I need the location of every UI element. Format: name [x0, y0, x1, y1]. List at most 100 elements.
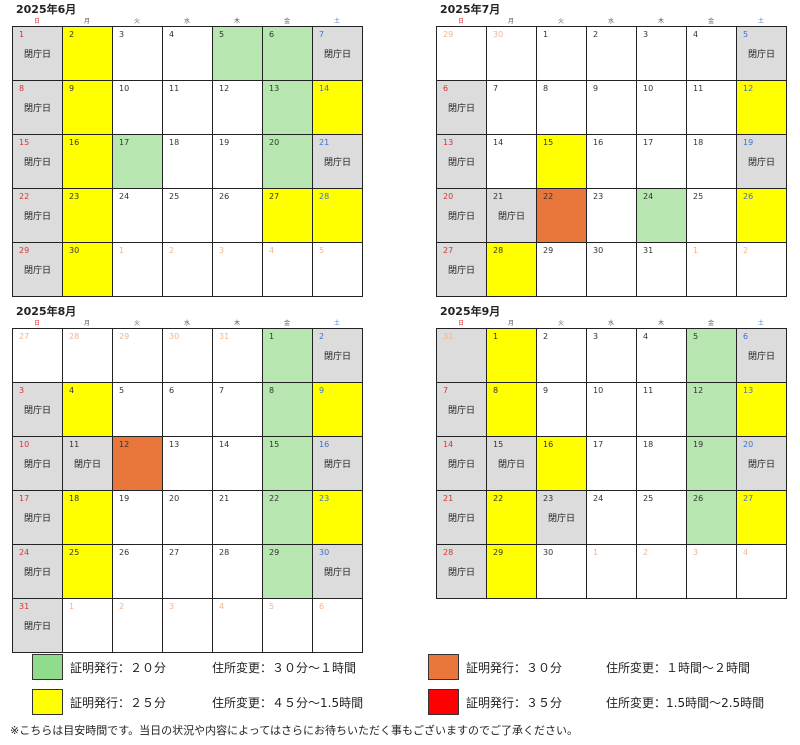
day-grid: 31 1 2 3 4 5 6 閉庁日 7 閉庁日 8 9 10 11 12 13 14 閉庁日 15 閉庁日 16 17 1…	[436, 328, 787, 599]
legend-swatch-yellow	[32, 689, 63, 715]
weekday-label: 火	[557, 18, 564, 25]
day-number: 20	[443, 192, 454, 201]
closed-label: 閉庁日	[447, 212, 475, 222]
closed-label: 閉庁日	[23, 514, 51, 524]
day-number: 26	[743, 192, 754, 201]
day-number: 15	[19, 138, 30, 147]
day-number: 25	[693, 192, 704, 201]
day-number: 28	[443, 548, 454, 557]
weekday-label: 木	[233, 320, 240, 327]
day-number: 14	[493, 138, 504, 147]
day-cell: 20	[263, 135, 313, 189]
day-cell: 3	[163, 599, 213, 653]
day-cell: 21	[213, 491, 263, 545]
day-cell: 3	[213, 243, 263, 297]
day-cell: 5	[263, 599, 313, 653]
day-cell: 7	[487, 81, 537, 135]
weekday-label: 木	[657, 320, 664, 327]
day-cell: 16	[63, 135, 113, 189]
day-cell: 29	[487, 545, 537, 599]
day-cell: 17	[113, 135, 163, 189]
day-cell: 11 閉庁日	[63, 437, 113, 491]
day-cell: 11	[163, 81, 213, 135]
day-number: 18	[643, 440, 654, 449]
day-cell: 9	[63, 81, 113, 135]
closed-label: 閉庁日	[497, 460, 525, 470]
weekday-label: 金	[283, 18, 290, 25]
day-number: 13	[743, 386, 754, 395]
month-title: 2025年7月	[440, 3, 501, 16]
day-number: 14	[219, 440, 230, 449]
day-cell: 13	[263, 81, 313, 135]
day-number: 24	[593, 494, 604, 503]
day-number: 5	[219, 30, 225, 39]
day-number: 31	[19, 602, 30, 611]
day-number: 17	[119, 138, 130, 147]
day-cell: 14	[213, 437, 263, 491]
day-cell: 28	[213, 545, 263, 599]
legend-issue-green: 証明発行：２０分	[70, 661, 167, 675]
day-number: 18	[69, 494, 80, 503]
weekday-label: 火	[133, 18, 140, 25]
closed-label: 閉庁日	[23, 158, 51, 168]
closed-label: 閉庁日	[447, 514, 475, 524]
day-cell: 6	[263, 27, 313, 81]
day-cell: 1	[537, 27, 587, 81]
day-number: 9	[593, 84, 599, 93]
day-cell: 25	[687, 189, 737, 243]
day-number: 21	[493, 192, 504, 201]
day-cell: 8 閉庁日	[13, 81, 63, 135]
day-number: 15	[493, 440, 504, 449]
day-number: 10	[119, 84, 130, 93]
day-grid: 27 28 29 30 31 1 2 閉庁日 3 閉庁日 4 5 6 7 8 9 10 閉庁日 11 閉庁日 12 13 1…	[12, 328, 363, 653]
day-number: 4	[69, 386, 75, 395]
day-number: 12	[219, 84, 230, 93]
day-cell: 28	[487, 243, 537, 297]
day-cell: 18	[63, 491, 113, 545]
legend-swatch-orange	[428, 654, 459, 680]
day-number: 26	[219, 192, 230, 201]
day-number: 17	[19, 494, 30, 503]
weekday-label: 火	[133, 320, 140, 327]
day-number: 1	[19, 30, 25, 39]
day-number: 29	[443, 30, 454, 39]
day-cell: 25	[163, 189, 213, 243]
closed-label: 閉庁日	[447, 104, 475, 114]
day-cell: 4	[637, 329, 687, 383]
weekday-label: 土	[757, 320, 764, 327]
day-cell: 14	[313, 81, 363, 135]
day-number: 30	[593, 246, 604, 255]
day-cell: 2	[537, 329, 587, 383]
day-number: 28	[219, 548, 230, 557]
day-cell: 5	[113, 383, 163, 437]
day-number: 6	[269, 30, 275, 39]
day-number: 20	[743, 440, 754, 449]
legend-issue-yellow: 証明発行：２５分	[70, 696, 167, 710]
day-grid: 1 閉庁日 2 3 4 5 6 7 閉庁日 8 閉庁日 9 10 11 12 13 14 15 閉庁日 16 17 18 1…	[12, 26, 363, 297]
day-cell: 1	[587, 545, 637, 599]
day-number: 30	[493, 30, 504, 39]
day-number: 22	[19, 192, 30, 201]
day-number: 3	[219, 246, 225, 255]
day-number: 30	[319, 548, 330, 557]
day-cell: 20 閉庁日	[737, 437, 787, 491]
day-number: 24	[19, 548, 30, 557]
day-cell: 1	[263, 329, 313, 383]
day-number: 25	[643, 494, 654, 503]
day-cell: 18	[687, 135, 737, 189]
day-cell: 7 閉庁日	[313, 27, 363, 81]
day-cell: 15 閉庁日	[487, 437, 537, 491]
day-number: 9	[69, 84, 75, 93]
day-cell: 5	[213, 27, 263, 81]
day-number: 5	[119, 386, 125, 395]
weekday-label: 土	[757, 18, 764, 25]
day-number: 11	[693, 84, 704, 93]
day-number: 2	[593, 30, 599, 39]
day-number: 1	[593, 548, 599, 557]
day-number: 9	[319, 386, 325, 395]
closed-label: 閉庁日	[323, 158, 351, 168]
day-number: 18	[169, 138, 180, 147]
day-number: 20	[169, 494, 180, 503]
day-cell: 10 閉庁日	[13, 437, 63, 491]
day-number: 13	[269, 84, 280, 93]
